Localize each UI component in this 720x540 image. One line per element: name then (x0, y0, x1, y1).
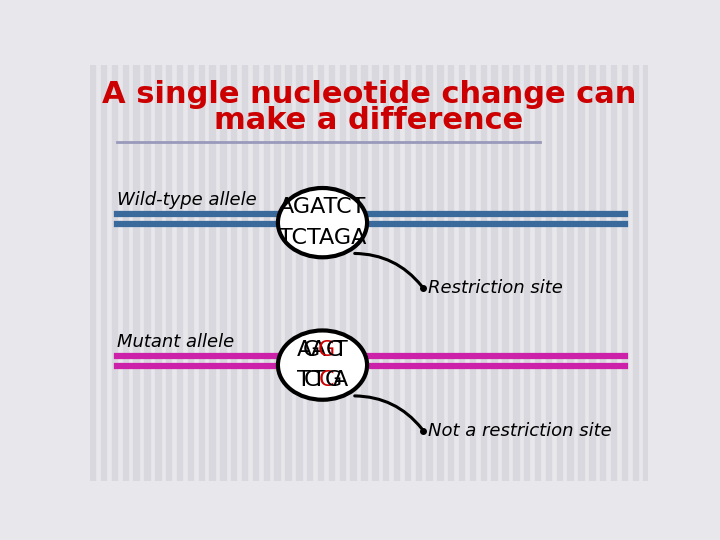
Bar (133, 65, 139, 481)
Text: TCTAGA: TCTAGA (279, 228, 366, 248)
Bar (253, 65, 258, 481)
Text: A: A (297, 340, 312, 360)
Bar (361, 65, 366, 481)
Bar (437, 65, 443, 481)
Bar (469, 65, 475, 481)
Bar (242, 65, 248, 481)
Text: T: T (312, 370, 325, 390)
Bar (394, 65, 399, 481)
Text: T: T (297, 370, 311, 390)
Bar (405, 65, 410, 481)
Text: T: T (334, 340, 348, 360)
Bar (340, 65, 345, 481)
Bar (524, 65, 529, 481)
Bar (318, 65, 323, 481)
Bar (535, 65, 540, 481)
Bar (90, 65, 96, 481)
Ellipse shape (278, 330, 367, 400)
Bar (177, 65, 182, 481)
Bar (611, 65, 616, 481)
Bar (220, 65, 225, 481)
Bar (644, 65, 649, 481)
Bar (122, 65, 128, 481)
Bar (144, 65, 150, 481)
Bar (372, 65, 377, 481)
Text: A: A (311, 340, 326, 360)
Bar (503, 65, 508, 481)
Text: G: G (303, 340, 320, 360)
Bar (567, 65, 573, 481)
Bar (459, 65, 464, 481)
Text: G: G (318, 340, 335, 360)
Text: C: C (325, 340, 341, 360)
Bar (285, 65, 291, 481)
Bar (231, 65, 236, 481)
Text: AGATCT: AGATCT (279, 197, 366, 217)
Text: A single nucleotide change can: A single nucleotide change can (102, 79, 636, 109)
Text: Mutant allele: Mutant allele (117, 333, 235, 351)
Bar (112, 65, 117, 481)
Bar (426, 65, 432, 481)
Bar (101, 65, 107, 481)
Bar (166, 65, 171, 481)
Text: G: G (325, 370, 342, 390)
Bar (199, 65, 204, 481)
Bar (264, 65, 269, 481)
Bar (351, 65, 356, 481)
Bar (210, 65, 215, 481)
Text: Restriction site: Restriction site (428, 279, 563, 297)
Bar (632, 65, 638, 481)
Text: C: C (318, 370, 334, 390)
Bar (415, 65, 421, 481)
Bar (188, 65, 193, 481)
Bar (481, 65, 486, 481)
Bar (621, 65, 627, 481)
Bar (155, 65, 161, 481)
Text: Not a restriction site: Not a restriction site (428, 422, 612, 440)
Bar (274, 65, 280, 481)
Bar (383, 65, 388, 481)
Bar (307, 65, 312, 481)
Bar (557, 65, 562, 481)
Ellipse shape (278, 188, 367, 257)
Bar (492, 65, 497, 481)
Text: Wild-type allele: Wild-type allele (117, 191, 257, 208)
Bar (546, 65, 551, 481)
Bar (578, 65, 584, 481)
Text: A: A (333, 370, 348, 390)
Bar (513, 65, 518, 481)
Text: make a difference: make a difference (215, 106, 523, 135)
Bar (589, 65, 595, 481)
Text: C: C (304, 370, 319, 390)
Bar (448, 65, 454, 481)
FancyArrowPatch shape (355, 253, 421, 286)
FancyArrowPatch shape (355, 396, 421, 428)
Bar (296, 65, 302, 481)
Bar (600, 65, 606, 481)
Bar (329, 65, 334, 481)
